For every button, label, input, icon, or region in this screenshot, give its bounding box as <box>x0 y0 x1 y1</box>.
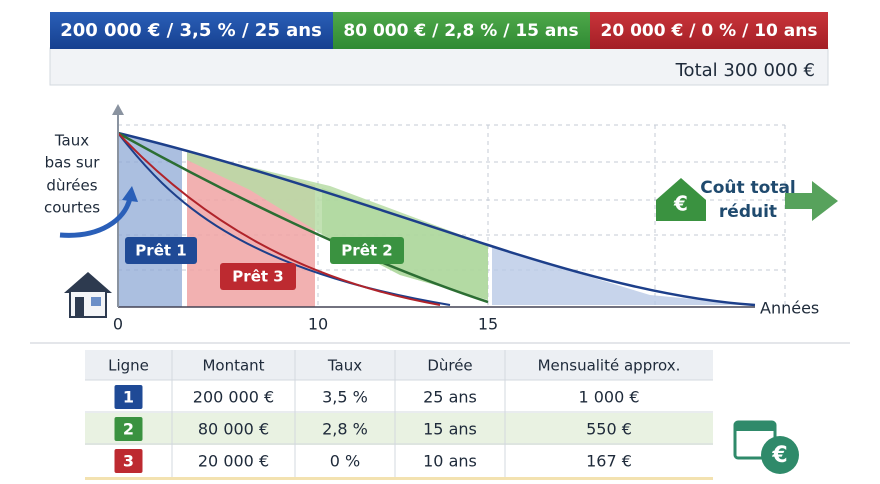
curve-loan2 <box>117 131 489 304</box>
cell: 200 000 € <box>193 388 274 407</box>
x-label: 0 <box>113 315 123 334</box>
badge <box>125 237 197 264</box>
x-axis-label: Années <box>760 299 819 318</box>
x-label: 15 <box>478 315 498 334</box>
area-tail <box>492 247 755 305</box>
table: Ligne Montant Taux Dùrée Mensualité approx. 1… <box>85 350 713 477</box>
y-arrow <box>112 104 124 115</box>
table-row <box>85 380 713 413</box>
header-cell: Mensualité approx. <box>538 357 681 375</box>
cell: 2,8 % <box>322 420 368 439</box>
table-row <box>85 445 713 477</box>
segment-text: 80 000 € / 2,8 % / 15 ans <box>343 21 578 41</box>
result-text: réduit <box>719 202 777 222</box>
svg-text:€: € <box>673 192 688 216</box>
loan-label: Prêt 3 <box>232 268 283 286</box>
cell: 1 000 € <box>578 388 639 407</box>
row-badge <box>114 449 143 473</box>
cell: 0 % <box>330 452 360 471</box>
table-footer <box>85 477 713 480</box>
arrow-head <box>122 186 138 202</box>
cell: 2 <box>123 420 134 439</box>
badge <box>330 237 404 264</box>
cell: 167 € <box>586 452 632 471</box>
result-arrow <box>785 181 838 221</box>
cell: 15 ans <box>423 420 477 439</box>
table-row <box>85 413 713 445</box>
curve-main <box>117 131 756 307</box>
table-header <box>85 350 713 380</box>
house-icon <box>64 272 112 318</box>
annotation: Taux <box>54 132 89 150</box>
cell: 1 <box>123 388 134 407</box>
euro-house-icon: € <box>656 178 706 221</box>
loan-label: Prêt 1 <box>135 242 186 260</box>
total-row <box>49 47 829 86</box>
total: Total 300 000 € <box>675 60 815 81</box>
segment-blue <box>50 12 333 49</box>
badge <box>220 263 296 290</box>
annotation: bas sur <box>45 154 101 172</box>
segment-red <box>590 12 828 49</box>
area-loan2b <box>322 188 488 300</box>
segment-text: 20 000 € / 0 % / 10 ans <box>601 21 818 41</box>
cell: 3,5 % <box>322 388 368 407</box>
cell: 80 000 € <box>198 420 269 439</box>
row-badge <box>114 385 143 409</box>
header-cell: Montant <box>202 357 264 375</box>
cell: 550 € <box>586 420 632 439</box>
x-label: 10 <box>308 315 328 334</box>
curve-loan3 <box>117 132 441 306</box>
loan-label: Prêt 2 <box>341 242 392 260</box>
row-badge <box>114 417 143 441</box>
cell: 25 ans <box>423 388 477 407</box>
header-cell: Taux <box>327 357 362 375</box>
area-loan1 <box>118 133 182 307</box>
segment-text: 200 000 € / 3,5 % / 25 ans <box>60 20 322 41</box>
result-text: Coût total <box>700 178 796 198</box>
annotation-arrow <box>59 197 133 238</box>
segment-green <box>333 12 590 49</box>
calendar-icon: € <box>733 420 799 474</box>
svg-text:€: € <box>771 443 787 468</box>
header-cell: Dùrée <box>427 357 472 375</box>
annotation: dùrées <box>46 177 97 195</box>
header-cell: Ligne <box>108 357 149 375</box>
annotation: courtes <box>44 199 100 217</box>
cell: 3 <box>123 452 134 471</box>
cell: 20 000 € <box>198 452 269 471</box>
cell: 10 ans <box>423 452 477 471</box>
